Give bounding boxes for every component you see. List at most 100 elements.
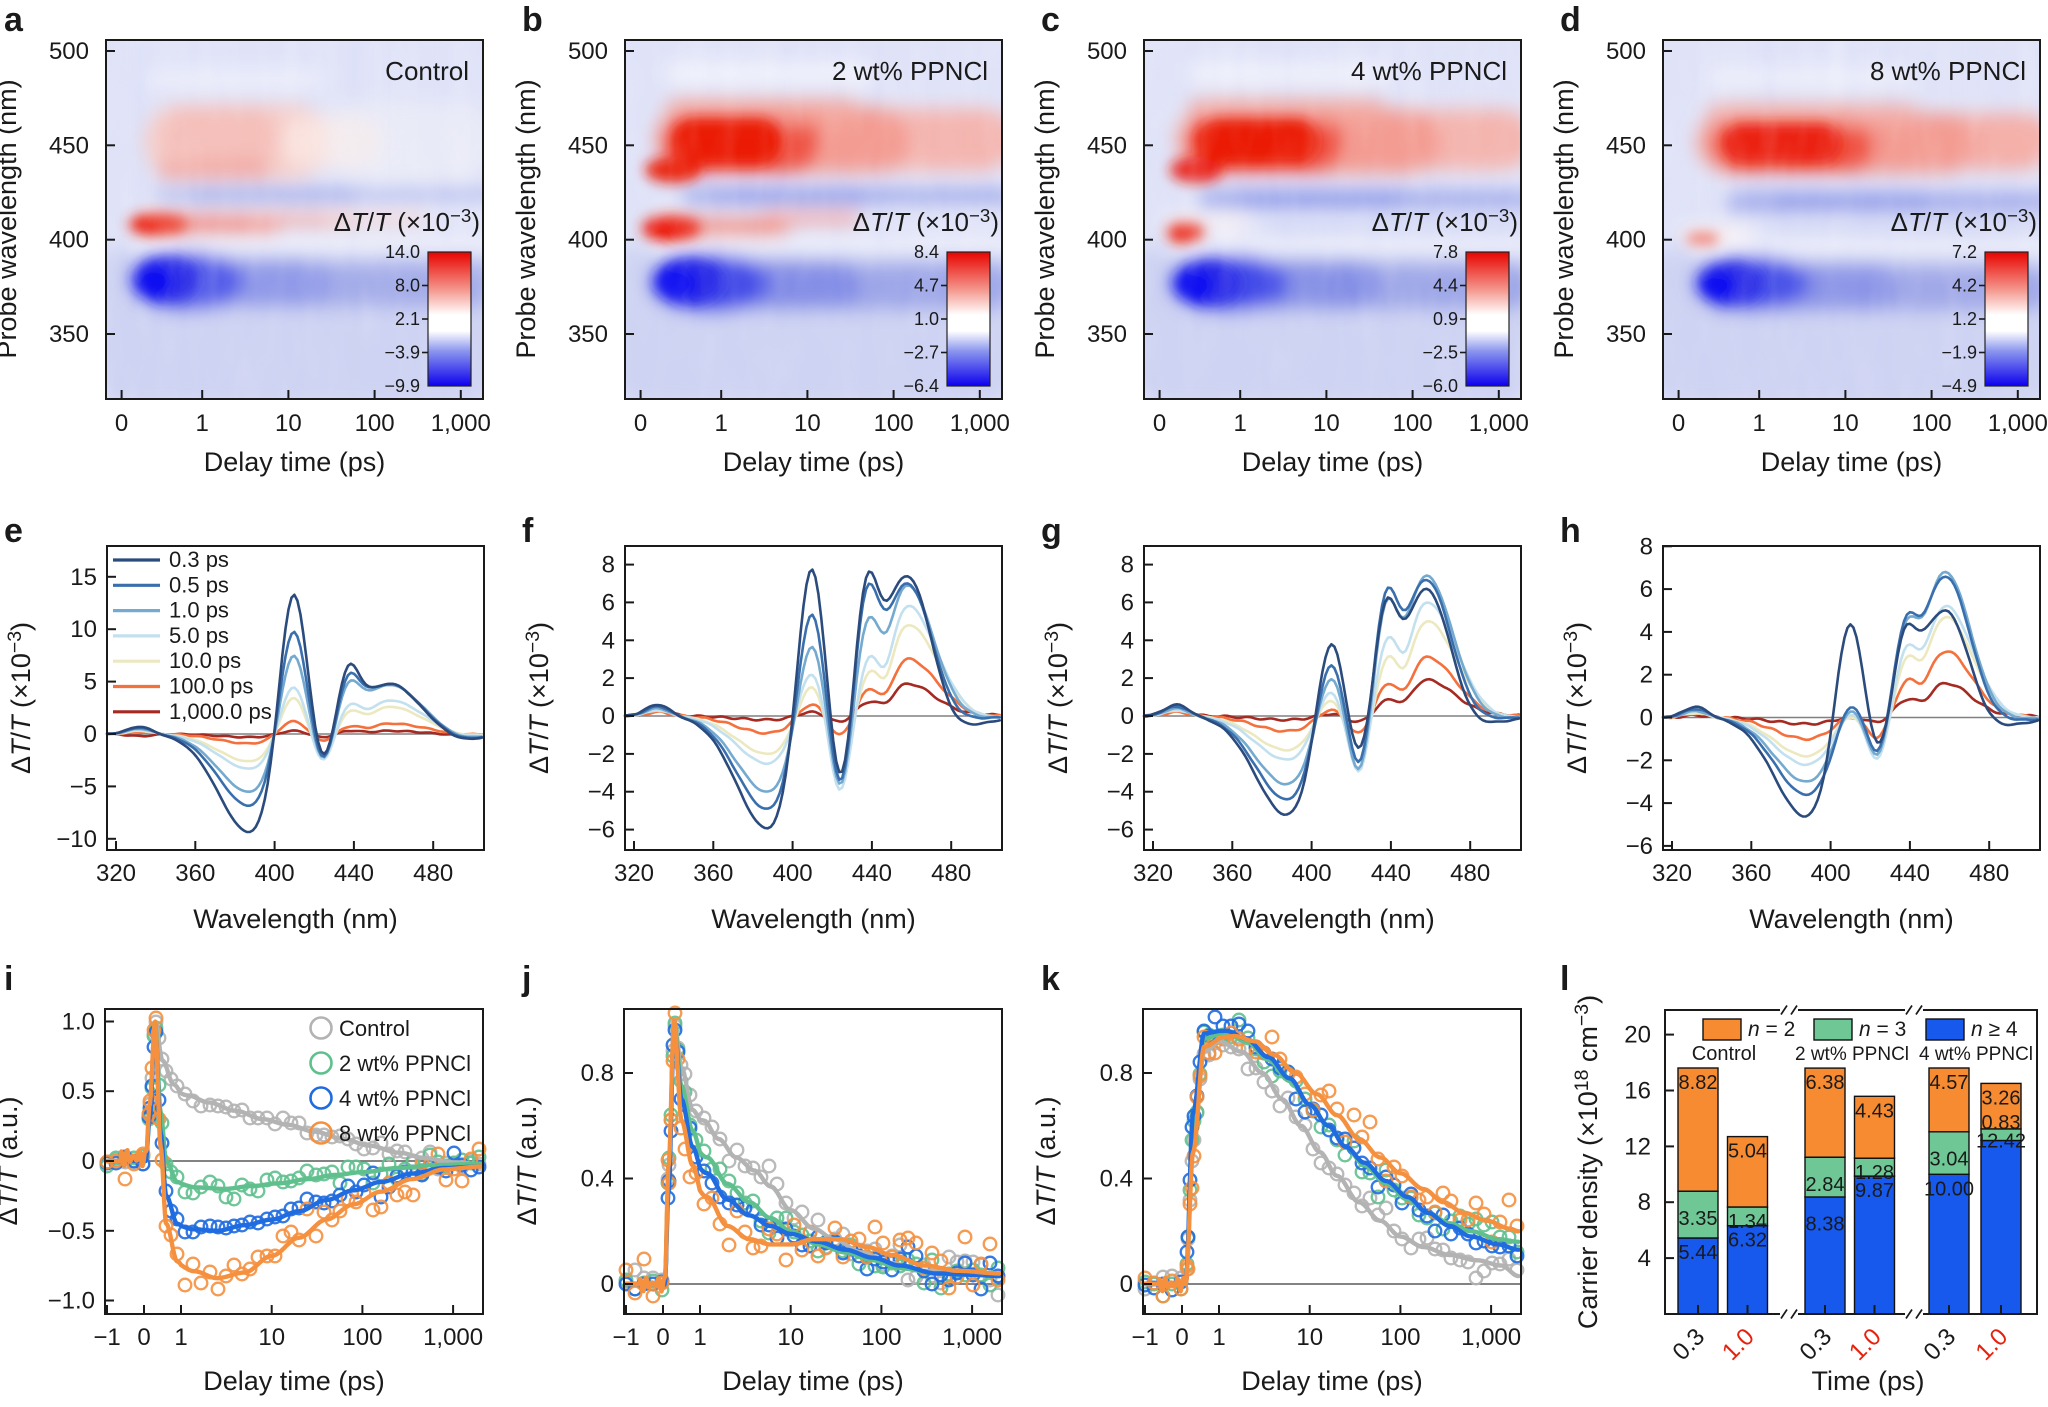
svg-text:1,000.0 ps: 1,000.0 ps bbox=[169, 699, 272, 724]
svg-text:Control: Control bbox=[1692, 1043, 1756, 1065]
svg-text:450: 450 bbox=[49, 132, 89, 159]
svg-text:ΔT/T (×10−3): ΔT/T (×10−3) bbox=[853, 205, 999, 237]
svg-text:1,000: 1,000 bbox=[942, 1324, 1002, 1351]
svg-text:400: 400 bbox=[1087, 227, 1127, 254]
svg-text:4 wt% PPNCl: 4 wt% PPNCl bbox=[1919, 1044, 2033, 1065]
svg-text:10: 10 bbox=[258, 1324, 285, 1351]
svg-text:0: 0 bbox=[602, 703, 615, 730]
svg-text:500: 500 bbox=[1606, 38, 1646, 65]
svg-text:−1: −1 bbox=[1131, 1324, 1158, 1351]
svg-text:−4.9: −4.9 bbox=[1941, 376, 1977, 396]
svg-text:4.57: 4.57 bbox=[1930, 1072, 1969, 1094]
svg-text:16: 16 bbox=[1624, 1078, 1651, 1105]
svg-text:1: 1 bbox=[196, 410, 209, 437]
svg-text:450: 450 bbox=[1087, 132, 1127, 159]
svg-text:0: 0 bbox=[137, 1324, 150, 1351]
svg-text:−0.5: −0.5 bbox=[48, 1218, 95, 1245]
svg-text:6.32: 6.32 bbox=[1728, 1230, 1767, 1252]
svg-text:10: 10 bbox=[1313, 410, 1340, 437]
svg-text:0: 0 bbox=[1672, 410, 1685, 437]
svg-text:350: 350 bbox=[1606, 321, 1646, 348]
svg-text:0: 0 bbox=[634, 410, 647, 437]
svg-text:0.5: 0.5 bbox=[62, 1078, 95, 1105]
svg-text:2 wt% PPNCl: 2 wt% PPNCl bbox=[1795, 1044, 1909, 1065]
svg-text:350: 350 bbox=[568, 321, 608, 348]
svg-text:500: 500 bbox=[568, 38, 608, 65]
svg-text:0.4: 0.4 bbox=[581, 1166, 614, 1193]
svg-text:450: 450 bbox=[1606, 132, 1646, 159]
svg-text:350: 350 bbox=[49, 321, 89, 348]
svg-text:20: 20 bbox=[1624, 1022, 1651, 1049]
svg-text:100: 100 bbox=[342, 1324, 382, 1351]
svg-text:Wavelength (nm): Wavelength (nm) bbox=[711, 904, 916, 934]
svg-text:8.38: 8.38 bbox=[1806, 1214, 1845, 1236]
svg-text:Delay time (ps): Delay time (ps) bbox=[723, 447, 905, 477]
svg-text:1: 1 bbox=[1753, 410, 1766, 437]
svg-text:4 wt% PPNCl: 4 wt% PPNCl bbox=[1351, 56, 1507, 86]
svg-text:440: 440 bbox=[334, 860, 374, 887]
svg-text:360: 360 bbox=[1212, 860, 1252, 887]
svg-text:8: 8 bbox=[1638, 1189, 1651, 1216]
svg-text:1,000: 1,000 bbox=[1469, 410, 1529, 437]
svg-text:320: 320 bbox=[1133, 860, 1173, 887]
svg-text:g: g bbox=[1041, 512, 1062, 550]
svg-text:1,000: 1,000 bbox=[950, 410, 1010, 437]
svg-text:−6.4: −6.4 bbox=[903, 376, 939, 396]
svg-text:8: 8 bbox=[602, 552, 615, 579]
svg-text:12: 12 bbox=[1624, 1133, 1651, 1160]
svg-text:1: 1 bbox=[715, 410, 728, 437]
svg-text:ΔT/T (×10−3): ΔT/T (×10−3) bbox=[1372, 205, 1518, 237]
svg-text:8: 8 bbox=[1121, 552, 1134, 579]
svg-text:1,000: 1,000 bbox=[431, 410, 491, 437]
svg-text:1: 1 bbox=[693, 1324, 706, 1351]
svg-text:Delay time (ps): Delay time (ps) bbox=[1242, 447, 1424, 477]
svg-text:1.34: 1.34 bbox=[1728, 1211, 1767, 1233]
svg-text:400: 400 bbox=[568, 227, 608, 254]
svg-text:j: j bbox=[521, 960, 531, 998]
svg-text:e: e bbox=[4, 512, 23, 550]
svg-text:−1: −1 bbox=[612, 1324, 639, 1351]
svg-text:−3.9: −3.9 bbox=[384, 343, 420, 363]
svg-text:100: 100 bbox=[1380, 1324, 1420, 1351]
svg-text:440: 440 bbox=[1371, 860, 1411, 887]
svg-text:0.5 ps: 0.5 ps bbox=[169, 572, 229, 597]
svg-text:−5: −5 bbox=[70, 773, 97, 800]
svg-text:0.9: 0.9 bbox=[1433, 309, 1458, 329]
svg-text:−4: −4 bbox=[1107, 779, 1134, 806]
svg-text:0: 0 bbox=[1153, 410, 1166, 437]
svg-text:100: 100 bbox=[861, 1324, 901, 1351]
svg-text:14.0: 14.0 bbox=[385, 242, 420, 262]
svg-text:5: 5 bbox=[84, 669, 97, 696]
svg-text:400: 400 bbox=[1292, 860, 1332, 887]
svg-text:4: 4 bbox=[1121, 627, 1134, 654]
svg-text:8.82: 8.82 bbox=[1679, 1072, 1718, 1094]
svg-text:1.0 ps: 1.0 ps bbox=[169, 598, 229, 623]
svg-text:400: 400 bbox=[773, 860, 813, 887]
svg-text:4: 4 bbox=[602, 627, 615, 654]
svg-text:1.0: 1.0 bbox=[62, 1009, 95, 1036]
svg-text:i: i bbox=[4, 960, 13, 998]
svg-text:1: 1 bbox=[1234, 410, 1247, 437]
svg-text:3.04: 3.04 bbox=[1930, 1148, 1969, 1170]
svg-text:−2: −2 bbox=[1626, 747, 1653, 774]
svg-text:500: 500 bbox=[1087, 38, 1127, 65]
svg-text:1.0: 1.0 bbox=[914, 309, 939, 329]
svg-text:5.0 ps: 5.0 ps bbox=[169, 623, 229, 648]
svg-text:360: 360 bbox=[1731, 860, 1771, 887]
svg-text:−4: −4 bbox=[588, 779, 615, 806]
svg-text:10: 10 bbox=[1296, 1324, 1323, 1351]
svg-text:320: 320 bbox=[614, 860, 654, 887]
svg-text:4.2: 4.2 bbox=[1952, 276, 1977, 296]
svg-text:3.35: 3.35 bbox=[1679, 1208, 1718, 1230]
svg-text:0: 0 bbox=[115, 410, 128, 437]
svg-text:Probe wavelength (nm): Probe wavelength (nm) bbox=[511, 79, 541, 358]
svg-text:0.3 ps: 0.3 ps bbox=[169, 547, 229, 572]
svg-text:0.8: 0.8 bbox=[581, 1060, 614, 1087]
svg-text:k: k bbox=[1041, 960, 1060, 998]
svg-text:Wavelength (nm): Wavelength (nm) bbox=[1749, 904, 1954, 934]
svg-text:n ≥ 4: n ≥ 4 bbox=[1971, 1018, 2018, 1041]
svg-text:10: 10 bbox=[794, 410, 821, 437]
svg-text:−2: −2 bbox=[588, 741, 615, 768]
svg-text:0: 0 bbox=[82, 1148, 95, 1175]
svg-text:9.87: 9.87 bbox=[1855, 1180, 1894, 1202]
